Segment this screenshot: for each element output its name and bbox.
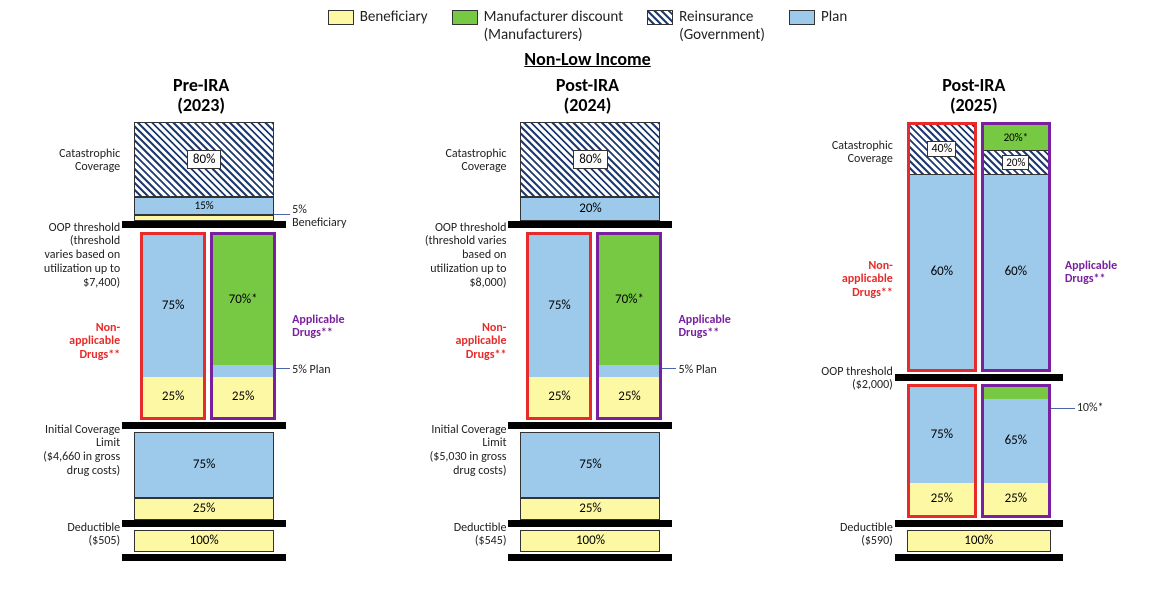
label-nonapplicable: Non- applicable Drugs** [16,322,120,363]
seg-reinsurance-80: 80% [520,122,660,197]
seg-lapp-65: 65% [984,399,1048,483]
panel-title: Post-IRA (2025) [789,76,1159,116]
seg-ded-100: 100% [520,530,660,552]
seg-app-plan5 [213,365,273,377]
seg-na-75: 75% [143,235,203,377]
seg-lna-75: 75% [910,387,974,483]
seg-init-75: 75% [520,432,660,498]
label-applicable: Applicable Drugs** [1065,260,1117,288]
seg-na-hatch40: 40% [910,125,974,175]
seg-app-hatch20: 20% [984,150,1048,175]
label-oop: OOP threshold (threshold varies based on… [16,222,120,291]
divider-bottom [508,554,672,561]
seg-na-75: 75% [529,235,589,377]
label-catastrophic: Catastrophic Coverage [16,148,120,176]
seg-na-25: 25% [143,377,203,417]
seg-plan-20: 20% [520,197,660,221]
box-nonapplicable-upper: 40% 60% [907,122,977,372]
seg-lapp-manu10 [984,387,1048,399]
panel-title: Post-IRA (2024) [402,76,772,116]
label-applicable: Applicable Drugs** [292,314,344,342]
box-nonapplicable: 75% 25% [526,232,592,420]
swatch-manufacturer [452,10,478,25]
swatch-reinsurance [647,10,673,25]
divider-icl [122,422,286,429]
seg-init-25: 25% [134,498,274,520]
label-icl: Initial Coverage Limit ($4,660 in gross … [16,424,120,479]
chart-2025: Catastrophic Coverage Non- applicable Dr… [789,122,1159,577]
seg-lapp-25: 25% [984,483,1048,515]
panel-title: Pre-IRA (2023) [16,76,386,116]
legend-label: Reinsurance (Government) [679,8,765,44]
pointer-5plan [276,368,290,369]
seg-na-plan60: 60% [910,175,974,369]
divider-deductible [508,520,672,527]
divider-deductible [122,520,286,527]
divider-deductible [895,520,1063,527]
pointer-5plan [662,368,676,369]
divider-oop [508,221,672,228]
seg-app-plan60: 60% [984,175,1048,369]
legend: Beneficiary Manufacturer discount (Manuf… [0,0,1175,48]
legend-reinsurance: Reinsurance (Government) [647,8,765,44]
divider-bottom [122,554,286,561]
seg-app-manu20: 20%* [984,125,1048,150]
seg-app-plan5 [599,365,659,377]
label-deductible: Deductible ($505) [16,522,120,550]
label-5beneficiary: 5% Beneficiary [292,204,346,232]
seg-na-25: 25% [529,377,589,417]
seg-init-25: 25% [520,498,660,520]
main-title: Non-Low Income [0,48,1175,70]
seg-plan-15: 15% [134,197,274,215]
pointer-10 [1051,408,1075,409]
chart-2024: Catastrophic Coverage OOP threshold (thr… [402,122,772,577]
label-5plan: 5% Plan [292,364,330,378]
divider-oop [122,221,286,228]
divider-oop [895,374,1063,381]
pointer-5beneficiary [274,214,290,215]
box-applicable: 70%* 25% [210,232,276,420]
seg-app-70: 70%* [599,235,659,365]
divider-icl [508,422,672,429]
label-oop: OOP threshold (threshold varies based on… [402,222,506,291]
box-applicable-upper: 20%* 20% 60% [981,122,1051,372]
seg-lna-25: 25% [910,483,974,515]
seg-reinsurance-80: 80% [134,122,274,197]
label-deductible: Deductible ($590) [789,522,893,550]
panel-2023: Pre-IRA (2023) Catastrophic Coverage OOP… [16,76,386,577]
label-icl: Initial Coverage Limit ($5,030 in gross … [402,424,506,479]
seg-ded-100: 100% [907,530,1051,552]
legend-label: Beneficiary [360,8,428,26]
label-5plan: 5% Plan [678,364,716,378]
box-nonapplicable: 75% 25% [140,232,206,420]
box-nonapplicable-lower: 75% 25% [907,384,977,518]
swatch-beneficiary [328,10,354,25]
label-catastrophic: Catastrophic Coverage [789,140,893,168]
legend-beneficiary: Beneficiary [328,8,428,44]
label-oop: OOP threshold ($2,000) [789,366,893,394]
label-10: 10%* [1077,402,1104,416]
divider-bottom [895,554,1063,561]
box-applicable: 70%* 25% [596,232,662,420]
panels-row: Pre-IRA (2023) Catastrophic Coverage OOP… [0,76,1175,577]
label-nonapplicable: Non- applicable Drugs** [789,260,893,301]
legend-plan: Plan [789,8,847,44]
swatch-plan [789,10,815,25]
seg-app-25: 25% [599,377,659,417]
panel-2024: Post-IRA (2024) Catastrophic Coverage OO… [402,76,772,577]
label-nonapplicable: Non- applicable Drugs** [402,322,506,363]
panel-2025: Post-IRA (2025) Catastrophic Coverage No… [789,76,1159,577]
seg-init-75: 75% [134,432,274,498]
legend-label: Plan [821,8,847,26]
label-applicable: Applicable Drugs** [678,314,730,342]
label-catastrophic: Catastrophic Coverage [402,148,506,176]
legend-manufacturer: Manufacturer discount (Manufacturers) [452,8,624,44]
seg-app-70: 70%* [213,235,273,365]
seg-app-25: 25% [213,377,273,417]
legend-label: Manufacturer discount (Manufacturers) [484,8,624,44]
box-applicable-lower: 65% 25% [981,384,1051,518]
chart-2023: Catastrophic Coverage OOP threshold (thr… [16,122,386,577]
seg-ded-100: 100% [134,530,274,552]
label-deductible: Deductible ($545) [402,522,506,550]
